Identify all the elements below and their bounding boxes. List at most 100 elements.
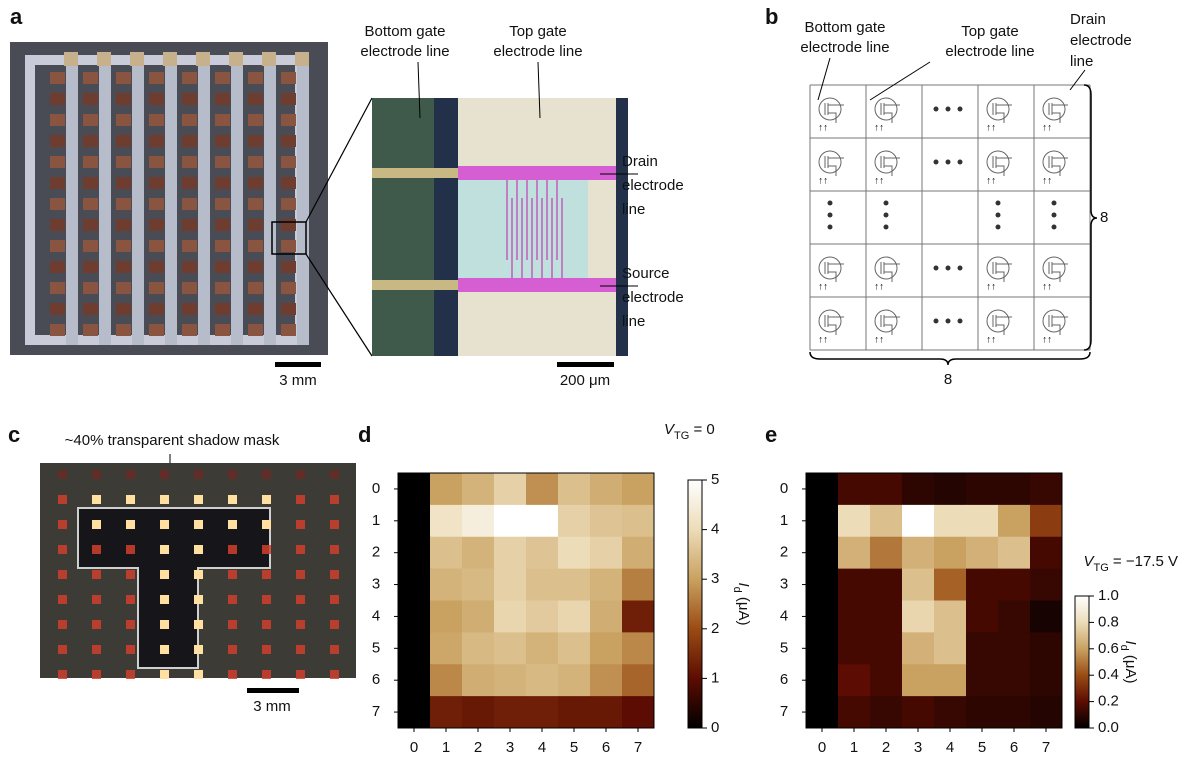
- heatmap-cell: [806, 664, 839, 696]
- panel-label: a: [10, 4, 23, 29]
- x-tick-label: 7: [1042, 739, 1050, 756]
- brace: [810, 352, 1090, 365]
- x-tick-label: 1: [442, 739, 450, 756]
- heatmap-cell: [902, 664, 935, 696]
- device: [182, 177, 197, 189]
- device: [296, 645, 305, 654]
- ellipsis-dot: [884, 225, 889, 230]
- heatmap-cell: [838, 473, 871, 505]
- heatmap-cell: [526, 632, 559, 664]
- device: [58, 670, 67, 679]
- device: [296, 520, 305, 529]
- heatmap-cell: [558, 601, 591, 633]
- label: Bottom gate: [365, 23, 446, 40]
- label: line: [622, 313, 645, 330]
- device: [194, 620, 203, 629]
- device: [194, 520, 203, 529]
- device: [330, 545, 339, 554]
- heatmap-cell: [398, 505, 431, 537]
- device: [58, 520, 67, 529]
- device: [248, 93, 263, 105]
- panel-b: ↑↑↑↑↑↑↑↑↑↑↑↑↑↑↑↑↑↑↑↑↑↑↑↑↑↑↑↑↑↑↑↑Bottom g…: [800, 11, 1131, 388]
- device: [248, 156, 263, 168]
- transistor: [1043, 310, 1065, 332]
- colorbar-label: Id (μA): [731, 582, 752, 625]
- leader: [870, 62, 930, 100]
- panel-label: b: [765, 4, 778, 29]
- device: [116, 324, 131, 336]
- device: [215, 135, 230, 147]
- colorbar-tick-label: 0.2: [1098, 693, 1119, 710]
- device: [126, 545, 135, 554]
- device: [281, 198, 296, 210]
- device: [116, 303, 131, 315]
- pad: [229, 52, 243, 66]
- colorbar: [688, 480, 702, 728]
- device: [160, 470, 169, 479]
- ellipsis-dot: [996, 213, 1001, 218]
- heatmap-cell: [526, 664, 559, 696]
- ellipsis-dot: [884, 201, 889, 206]
- heatmap-cell: [806, 632, 839, 664]
- heatmap-cell: [558, 569, 591, 601]
- ellipsis-dot: [1052, 213, 1057, 218]
- device: [330, 470, 339, 479]
- device: [330, 620, 339, 629]
- device: [194, 495, 203, 504]
- device: [50, 303, 65, 315]
- heatmap-cell: [462, 473, 495, 505]
- heatmap-cell: [870, 664, 903, 696]
- device: [149, 135, 164, 147]
- device: [281, 72, 296, 84]
- panel-label: e: [765, 422, 777, 447]
- heatmap-cell: [998, 696, 1031, 728]
- heatmap-cell: [494, 569, 527, 601]
- colorbar-tick-label: 5: [711, 471, 719, 488]
- electrode: [99, 55, 111, 345]
- crossing: [372, 168, 458, 178]
- device: [296, 545, 305, 554]
- device: [215, 72, 230, 84]
- device: [83, 135, 98, 147]
- device: [83, 72, 98, 84]
- condition-text: = −17.5 V: [1109, 553, 1178, 570]
- heatmap-cell: [902, 537, 935, 569]
- device: [215, 114, 230, 126]
- heatmap-cell: [558, 632, 591, 664]
- device: [215, 198, 230, 210]
- pad: [295, 52, 309, 66]
- heatmap-cell: [590, 537, 623, 569]
- colorbar-tick-label: 1: [711, 669, 719, 686]
- colorbar-tick-label: 0: [711, 719, 719, 736]
- heatmap-cell: [966, 601, 999, 633]
- device: [149, 72, 164, 84]
- device: [228, 670, 237, 679]
- heatmap-cell: [526, 696, 559, 728]
- x-tick-label: 6: [1010, 739, 1018, 756]
- heatmap-cell: [902, 696, 935, 728]
- heatmap-cell: [462, 696, 495, 728]
- device: [248, 177, 263, 189]
- heatmap-cell: [590, 473, 623, 505]
- x-tick-label: 3: [506, 739, 514, 756]
- heatmap-cell: [934, 664, 967, 696]
- heatmap-cell: [870, 696, 903, 728]
- device: [182, 324, 197, 336]
- y-tick-label: 5: [372, 639, 380, 656]
- device: [248, 114, 263, 126]
- heatmap-cell: [934, 601, 967, 633]
- electrode: [198, 55, 210, 345]
- label: electrode line: [360, 43, 449, 60]
- device: [281, 177, 296, 189]
- light-arrows: ↑↑: [818, 282, 828, 293]
- bottom-gate: [372, 98, 434, 356]
- heatmap-cell: [398, 696, 431, 728]
- transistor: [875, 257, 897, 279]
- label: electrode line: [945, 43, 1034, 60]
- colorbar-tick-label: 0.6: [1098, 640, 1119, 657]
- light-arrows: ↑↑: [1042, 282, 1052, 293]
- heatmap-cell: [1030, 601, 1063, 633]
- heatmap-cell: [430, 664, 463, 696]
- transistor: [875, 151, 897, 173]
- ellipsis-dot: [934, 107, 939, 112]
